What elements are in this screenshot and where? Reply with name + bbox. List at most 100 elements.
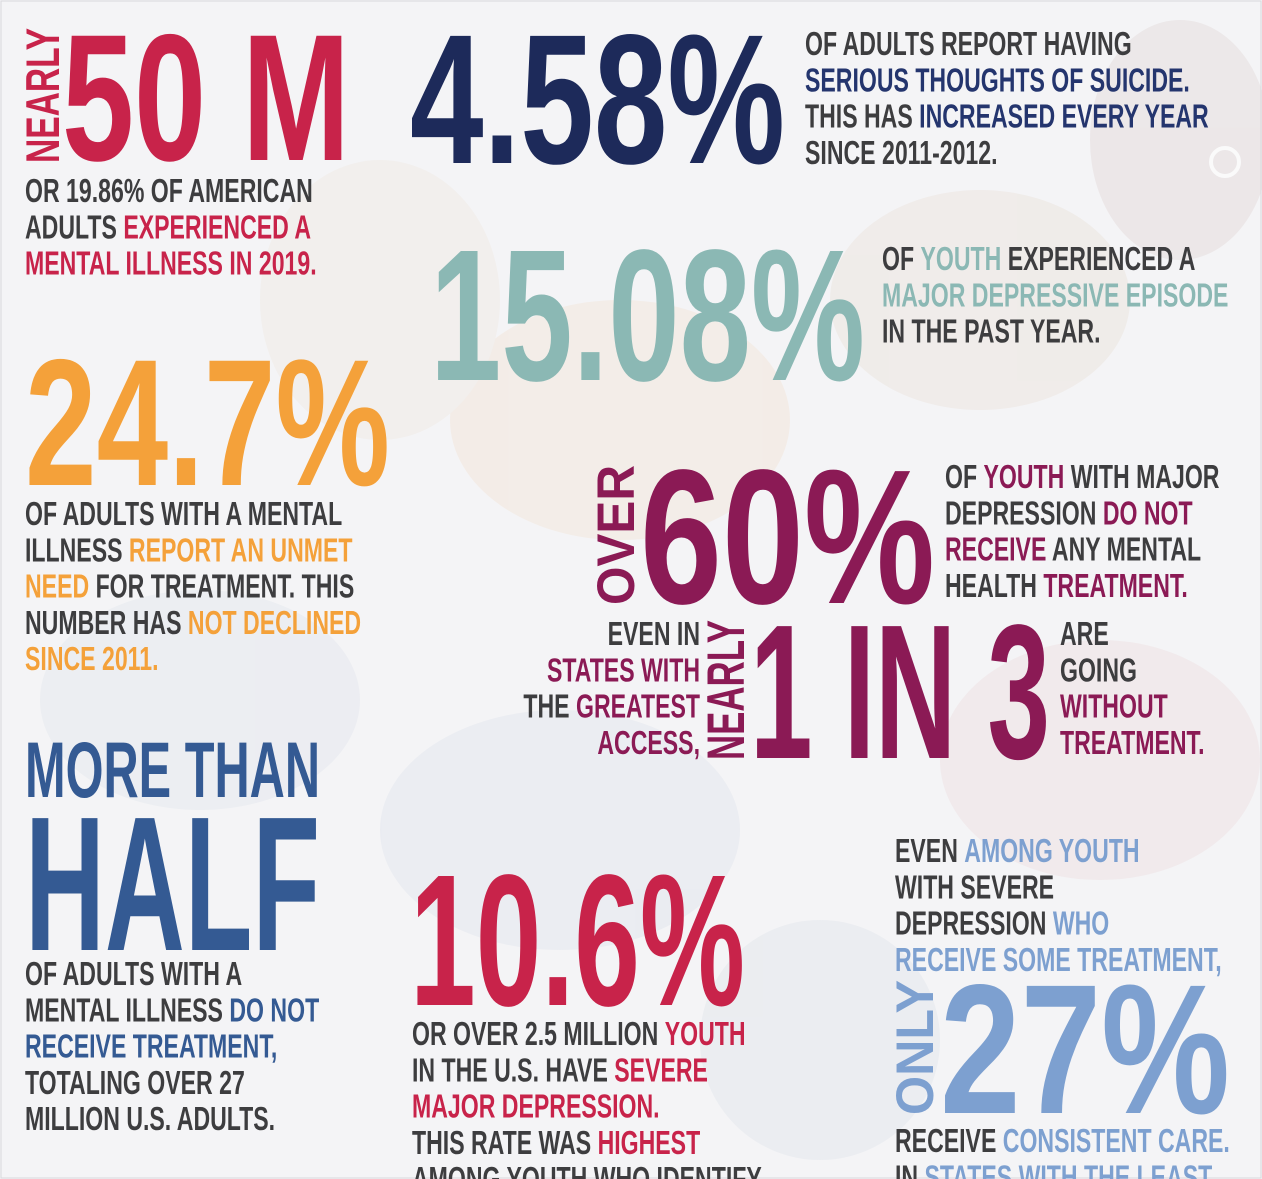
line-text: OF YOUTH WITH MAJOR	[945, 459, 1219, 496]
line-text: IN THE U.S. HAVE SEVERE	[412, 1052, 708, 1089]
highlight-run: GREATEST	[576, 689, 700, 726]
line-text: WITHOUT	[1060, 689, 1168, 726]
highlight-run: EXPERIENCED A	[123, 209, 311, 246]
text-run: ILLNESS	[25, 532, 129, 569]
big-stat: 24.7%	[25, 323, 390, 524]
highlight-run: TREATMENT.	[1043, 568, 1188, 605]
text-line: MENTAL ILLNESS IN 2019.	[25, 246, 317, 283]
vertical-word: ONLY	[886, 980, 945, 1115]
text-run: ANY MENTAL	[1046, 532, 1201, 569]
highlight-run: AMONG YOUTH	[964, 833, 1139, 870]
text-line: DEPRESSION WHO	[895, 906, 1109, 943]
highlight-run: ACCESS,	[597, 725, 700, 762]
text-run: OF ADULTS REPORT HAVING	[805, 26, 1132, 63]
text-line: TOTALING OVER 27	[25, 1065, 245, 1102]
line-text: OF ADULTS WITH A	[25, 956, 242, 993]
line-text: STATES WITH	[547, 652, 700, 689]
highlight-run: DO NOT	[229, 992, 319, 1029]
highlight-run: SINCE 2011.	[25, 641, 158, 678]
line-text: IN THE PAST YEAR.	[882, 314, 1101, 351]
line-text: RECEIVE TREATMENT,	[25, 1029, 277, 1066]
text-line: WITHOUT	[1060, 689, 1168, 726]
highlight-run: RECEIVE SOME TREATMENT,	[895, 942, 1222, 979]
line-text: EVEN IN	[608, 616, 700, 653]
text-line: NUMBER HAS NOT DECLINED	[25, 605, 361, 642]
highlight-run: RECEIVE TREATMENT,	[25, 1029, 277, 1066]
big-stat: HALF	[25, 776, 320, 991]
line-text: OF ADULTS REPORT HAVING	[805, 26, 1132, 63]
text-line: ADULTS EXPERIENCED A	[25, 209, 311, 246]
text-run: NUMBER HAS	[25, 605, 188, 642]
line-text: OR OVER 2.5 MILLION YOUTH	[412, 1016, 746, 1053]
text-run: DEPRESSION	[945, 495, 1103, 532]
highlight-run: YOUTH	[665, 1016, 746, 1053]
text-line: IN STATES WITH THE LEAST	[895, 1159, 1213, 1179]
text-run: HEALTH	[945, 568, 1043, 605]
highlight-run: SEVERE	[614, 1052, 708, 1089]
text-line: EVEN AMONG YOUTH	[895, 833, 1140, 870]
line-text: IN STATES WITH THE LEAST	[895, 1159, 1213, 1179]
text-line: MILLION U.S. ADULTS.	[25, 1101, 275, 1138]
line-text: NUMBER HAS NOT DECLINED	[25, 605, 361, 642]
text-line: MAJOR DEPRESSIVE EPISODE	[882, 277, 1228, 314]
text-line: STATES WITH	[547, 652, 700, 689]
text-run: OR OVER 2.5 MILLION	[412, 1016, 665, 1053]
line-text: ARE	[1060, 616, 1109, 653]
line-text: ADULTS EXPERIENCED A	[25, 209, 311, 246]
text-run: EVEN IN	[608, 616, 700, 653]
text-line: RECEIVE TREATMENT,	[25, 1029, 277, 1066]
text-line: OR OVER 2.5 MILLION YOUTH	[412, 1016, 746, 1053]
line-text: EVEN AMONG YOUTH	[895, 833, 1140, 870]
vertical-word: NEARLY	[697, 620, 756, 760]
text-line: DEPRESSION DO NOT	[945, 495, 1193, 532]
text-run: OR 19.86% OF AMERICAN	[25, 173, 313, 210]
line-text: GOING	[1060, 652, 1137, 689]
text-run: GOING	[1060, 652, 1137, 689]
text-run: ADULTS	[25, 209, 123, 246]
big-stat: 15.08%	[430, 210, 865, 420]
line-text: OF ADULTS WITH A MENTAL	[25, 496, 342, 533]
line-text: NEED FOR TREATMENT. THIS	[25, 569, 354, 606]
text-run: DEPRESSION	[895, 906, 1053, 943]
line-text: THIS HAS INCREASED EVERY YEAR	[805, 99, 1209, 136]
text-run: THIS RATE WAS	[412, 1125, 598, 1162]
text-run: OF ADULTS WITH A MENTAL	[25, 496, 342, 533]
text-run: IN THE PAST YEAR.	[882, 314, 1101, 351]
highlight-run: STATES WITH	[547, 652, 700, 689]
text-line: NEED FOR TREATMENT. THIS	[25, 569, 354, 606]
text-line: THIS HAS INCREASED EVERY YEAR	[805, 99, 1209, 136]
text-run: FOR TREATMENT. THIS	[89, 569, 354, 606]
big-stat: 4.58%	[410, 0, 785, 203]
line-text: SERIOUS THOUGHTS OF SUICIDE.	[805, 62, 1190, 99]
vertical-word: OVER	[587, 465, 646, 605]
big-stat: 50 M	[62, 0, 350, 199]
highlight-run: DO NOT	[1103, 495, 1193, 532]
text-line: SINCE 2011.	[25, 641, 158, 678]
text-run: MENTAL ILLNESS	[25, 992, 229, 1029]
line-text: SINCE 2011-2012.	[805, 135, 998, 172]
text-line: TREATMENT.	[1060, 725, 1205, 762]
text-line: RECEIVE CONSISTENT CARE.	[895, 1123, 1230, 1160]
text-run: IN	[895, 1159, 925, 1179]
line-text: TOTALING OVER 27	[25, 1065, 245, 1102]
highlight-run: HIGHEST	[598, 1125, 701, 1162]
highlight-run: YOUTH	[983, 459, 1064, 496]
text-line: ARE	[1060, 616, 1109, 653]
big-stat: 10.6%	[410, 835, 745, 1045]
text-line: OF YOUTH WITH MAJOR	[945, 459, 1219, 496]
line-text: OR 19.86% OF AMERICAN	[25, 173, 313, 210]
big-stat: 27%	[940, 947, 1230, 1153]
text-run: WITH SEVERE	[895, 869, 1054, 906]
highlight-run: WITHOUT	[1060, 689, 1168, 726]
line-text: THIS RATE WAS HIGHEST	[412, 1125, 701, 1162]
text-line: IN THE PAST YEAR.	[882, 314, 1101, 351]
text-run: RECEIVE	[895, 1123, 1003, 1160]
line-text: RECEIVE ANY MENTAL	[945, 532, 1201, 569]
